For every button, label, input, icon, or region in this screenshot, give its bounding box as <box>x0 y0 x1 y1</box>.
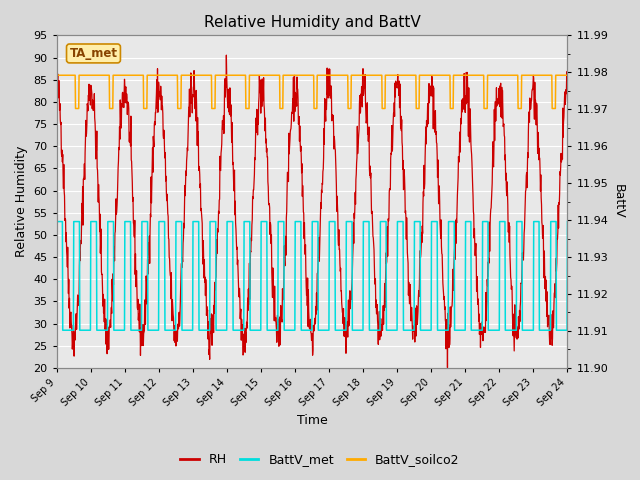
Text: TA_met: TA_met <box>70 47 118 60</box>
Legend: RH, BattV_met, BattV_soilco2: RH, BattV_met, BattV_soilco2 <box>175 448 465 471</box>
Y-axis label: Relative Humidity: Relative Humidity <box>15 146 28 257</box>
X-axis label: Time: Time <box>297 414 328 427</box>
Title: Relative Humidity and BattV: Relative Humidity and BattV <box>204 15 420 30</box>
Y-axis label: BattV: BattV <box>612 184 625 219</box>
